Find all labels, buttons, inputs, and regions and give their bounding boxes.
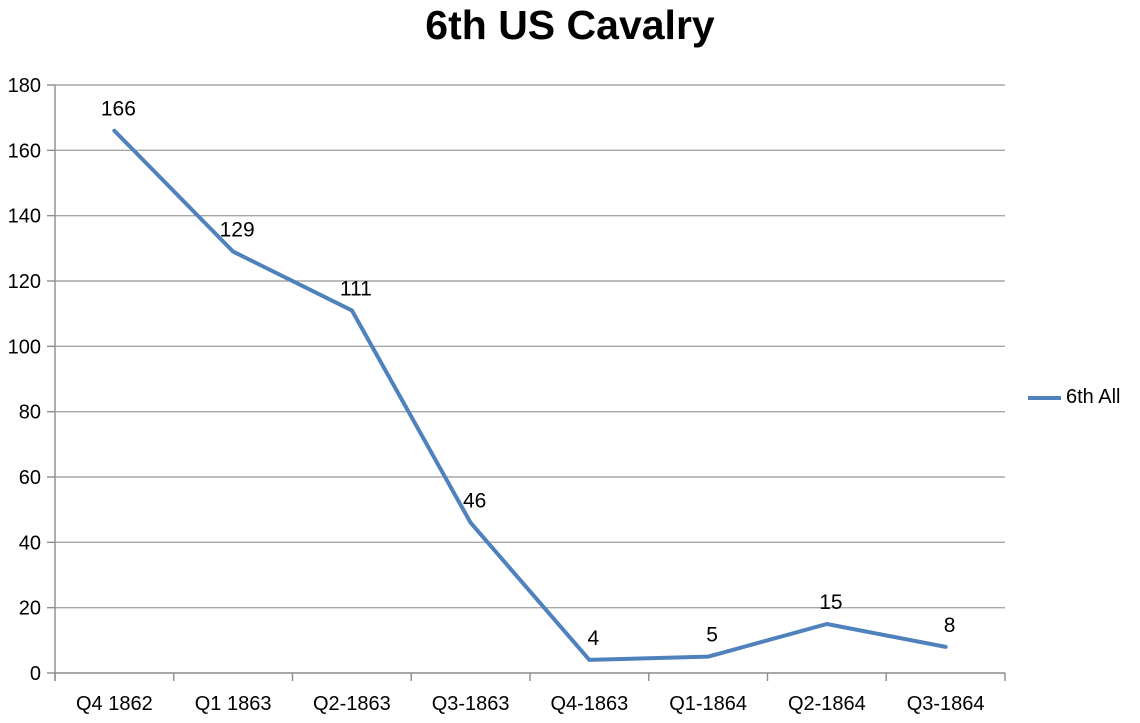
data-point-label: 129 <box>220 219 255 242</box>
y-tick-label: 160 <box>8 140 41 162</box>
y-tick-label: 40 <box>19 532 41 554</box>
series-line <box>112 128 948 662</box>
data-point-label: 111 <box>340 277 372 300</box>
y-tick-label: 0 <box>30 663 41 685</box>
y-tick-label: 100 <box>8 336 41 358</box>
x-tick-label: Q3-1864 <box>907 693 985 715</box>
y-tick-label: 180 <box>8 75 41 97</box>
x-tick-label: Q3-1863 <box>432 693 510 715</box>
data-point-label: 4 <box>588 627 600 650</box>
data-point-label: 5 <box>706 624 718 647</box>
legend-line-swatch <box>1028 395 1061 400</box>
y-tick-label: 120 <box>8 271 41 293</box>
x-tick-label: Q1-1864 <box>669 693 747 715</box>
data-point-label: 46 <box>463 490 486 513</box>
x-tick-label: Q2-1863 <box>313 693 391 715</box>
y-tick-label: 20 <box>19 598 41 620</box>
x-tick-label: Q2-1864 <box>788 693 866 715</box>
legend-label: 6th All <box>1066 386 1121 408</box>
x-tick-label: Q1 1863 <box>195 693 272 715</box>
chart-title: 6th US Cavalry <box>425 2 715 48</box>
data-point-label: 15 <box>819 591 842 614</box>
y-tick-label: 60 <box>19 467 41 489</box>
legend: 6th All <box>1028 386 1120 409</box>
data-point-label: 166 <box>101 98 136 121</box>
x-tick-label: Q4 1862 <box>76 693 153 715</box>
y-tick-label: 80 <box>19 402 41 424</box>
data-point-label: 8 <box>944 614 956 637</box>
y-tick-label: 140 <box>8 206 41 228</box>
x-tick-label: Q4-1863 <box>550 693 628 715</box>
